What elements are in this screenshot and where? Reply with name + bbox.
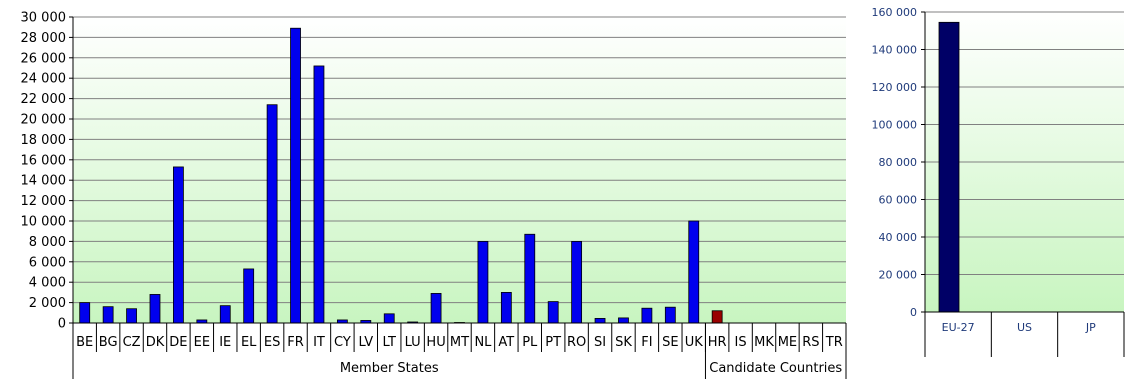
y-tick-label: 0 [910,306,917,319]
bar-HR [711,310,723,324]
group-label: Candidate Countries [709,361,842,376]
category-label-NL: NL [474,335,492,350]
y-tick-label: 30 000 [21,11,67,26]
category-label-US: US [1017,321,1032,334]
bar-HU [430,293,442,324]
y-tick-label: 18 000 [21,133,67,148]
bar-IT [313,65,325,324]
bar-SE [664,306,676,324]
category-label-IE: IE [219,335,231,350]
bar-NL [477,240,489,324]
bar-EL [243,268,255,324]
bar-DE [173,166,184,324]
category-label-CY: CY [334,335,351,350]
eu-us-jp-chart: 0 20 000 40 000 60 000 80 000 100 000 120 000 1… [872,6,1125,357]
category-label-IT: IT [313,335,325,350]
category-label-BG: BG [99,335,118,350]
bar-BG [102,306,114,324]
bar-BE [79,302,91,324]
category-label-LU: LU [405,335,421,350]
y-tick-label: 40 000 [879,231,918,244]
bar-IE [219,305,231,324]
group-label: Member States [340,361,439,376]
y-tick-label: 120 000 [872,81,918,94]
y-tick-label: 22 000 [21,92,67,107]
y-tick-label: 80 000 [879,156,918,169]
category-label-PT: PT [545,335,561,350]
y-tick-label: 160 000 [872,6,918,19]
bar-AT [500,291,512,324]
category-label-FR: FR [287,335,304,350]
bar-FR [290,27,301,324]
category-label-UK: UK [685,335,704,350]
y-tick-label: 100 000 [872,119,918,132]
category-label-MK: MK [754,335,774,350]
category-label-SE: SE [662,335,678,350]
category-label-DE: DE [169,335,187,350]
y-tick-label: 140 000 [872,44,918,57]
y-tick-label: 6 000 [29,255,66,270]
category-label-RO: RO [567,335,586,350]
y-tick-label: 26 000 [21,51,67,66]
y-tick-label: 20 000 [879,269,918,282]
bar-RO [571,240,583,324]
category-label-ES: ES [264,335,280,350]
bar-PL [524,233,536,324]
y-tick-label: 20 000 [21,113,67,128]
category-label-TR: TR [825,335,843,350]
bar-DK [149,294,161,324]
category-label-RS: RS [802,335,819,350]
category-label-IS: IS [735,335,747,350]
category-label-HR: HR [708,335,727,350]
y-tick-label: 24 000 [21,72,67,87]
y-tick-label: 0 [58,317,66,332]
y-tick-label: 8 000 [29,235,66,250]
y-tick-label: 12 000 [21,194,67,209]
y-tick-label: 60 000 [879,194,918,207]
bar-SK [618,317,629,324]
y-tick-label: 14 000 [21,174,67,189]
y-tick-label: 16 000 [21,153,67,168]
category-label-JP: JP [1085,321,1096,334]
bar-SI [594,318,606,324]
y-tick-label: 2 000 [29,296,66,311]
category-label-EE: EE [194,335,210,350]
category-label-CZ: CZ [123,335,141,350]
bar-FI [641,307,653,324]
category-label-LT: LT [383,335,396,350]
bar-UK [688,220,700,324]
category-label-LV: LV [358,335,373,350]
category-label-PL: PL [522,335,538,350]
y-tick-label: 28 000 [21,31,67,46]
category-label-FI: FI [641,335,652,350]
category-label-DK: DK [146,335,165,350]
bar-LT [383,313,395,324]
category-label-ME: ME [778,335,797,350]
y-tick-label: 10 000 [21,215,67,230]
plot-area [73,17,846,323]
bar-CZ [126,308,137,324]
y-tick-label: 4 000 [29,276,66,291]
category-label-MT: MT [450,335,469,350]
member-states-chart: 0 2 000 4 000 6 000 8 000 10 000 12 000 14 000 1… [21,11,847,379]
bar-PT [547,301,559,324]
bar-ES [266,104,278,324]
category-label-BE: BE [76,335,93,350]
category-label-EL: EL [241,335,257,350]
category-label-EU-27: EU-27 [942,321,975,334]
category-label-SK: SK [615,335,632,350]
category-label-AT: AT [498,335,514,350]
category-label-SI: SI [594,335,606,350]
category-label-HU: HU [426,335,445,350]
bar-EU-27 [938,21,960,313]
